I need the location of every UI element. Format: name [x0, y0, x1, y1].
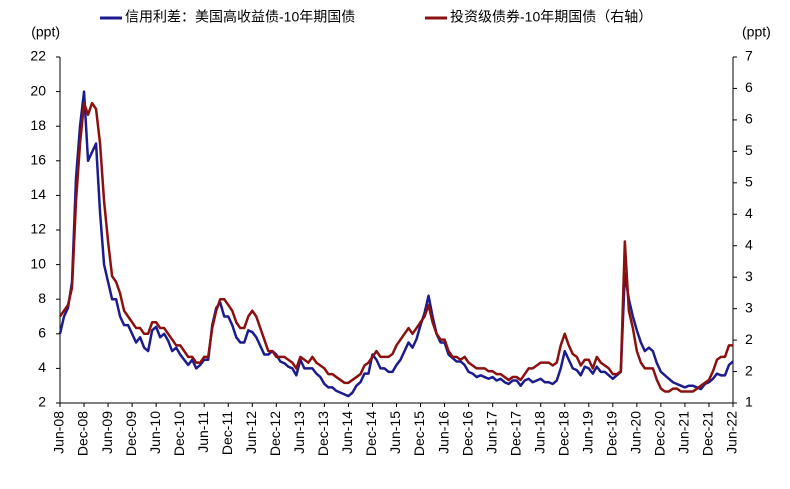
x-tick-label: Jun-15: [387, 411, 403, 454]
x-tick-label: Dec-15: [411, 411, 427, 456]
legend-label: 信用利差：美国高收益债-10年期国债: [125, 9, 355, 25]
y-tick-label: 20: [30, 82, 46, 98]
x-tick-label: Jun-12: [243, 411, 259, 454]
x-tick-label: Jun-22: [724, 411, 740, 454]
x-tick-label: Jun-09: [99, 411, 115, 454]
y2-tick-label: 4: [745, 236, 753, 252]
right-unit: (ppt): [742, 24, 771, 40]
x-tick-label: Jun-14: [339, 411, 355, 454]
x-tick-label: Jun-10: [147, 411, 163, 454]
x-tick-label: Jun-17: [483, 411, 499, 454]
x-tick-label: Jun-08: [51, 411, 67, 454]
x-tick-label: Dec-13: [315, 411, 331, 456]
x-tick-label: Jun-19: [579, 411, 595, 454]
x-tick-label: Jun-13: [291, 411, 307, 454]
y2-tick-label: 6: [745, 111, 753, 127]
y-tick-label: 4: [38, 359, 46, 375]
x-tick-label: Jun-16: [435, 411, 451, 454]
y2-tick-label: 4: [745, 205, 753, 221]
x-tick-label: Jun-20: [628, 411, 644, 454]
series-line: [58, 90, 734, 398]
y-tick-label: 10: [30, 255, 46, 271]
x-tick-label: Dec-19: [604, 411, 620, 456]
x-tick-label: Dec-20: [652, 411, 668, 456]
y2-tick-label: 6: [745, 79, 753, 95]
y2-tick-label: 5: [745, 142, 753, 158]
x-tick-label: Jun-21: [676, 411, 692, 454]
y2-tick-label: 3: [745, 268, 753, 284]
x-tick-label: Dec-10: [171, 411, 187, 456]
y-tick-label: 22: [30, 48, 46, 64]
y2-tick-label: 1: [745, 394, 753, 410]
x-tick-label: Dec-09: [123, 411, 139, 456]
y-tick-label: 14: [30, 186, 46, 202]
legend-label: 投资级债券-10年期国债（右轴）: [450, 9, 652, 25]
x-tick-label: Dec-08: [75, 411, 91, 456]
y-tick-label: 16: [30, 152, 46, 168]
x-tick-label: Dec-12: [267, 411, 283, 456]
y-tick-label: 6: [38, 325, 46, 341]
y2-tick-label: 2: [745, 362, 753, 378]
y-tick-label: 12: [30, 221, 46, 237]
x-tick-label: Dec-18: [555, 411, 571, 456]
x-tick-label: Dec-14: [363, 411, 379, 456]
y2-tick-label: 7: [745, 48, 753, 64]
x-tick-label: Dec-11: [219, 411, 235, 455]
y-tick-label: 18: [30, 117, 46, 133]
x-tick-label: Jun-18: [531, 411, 547, 454]
y2-tick-label: 5: [745, 174, 753, 190]
x-tick-label: Dec-17: [507, 411, 523, 456]
left-unit: (ppt): [31, 24, 60, 40]
x-tick-label: Dec-21: [700, 411, 716, 456]
y2-tick-label: 2: [745, 331, 753, 347]
x-tick-label: Jun-11: [195, 411, 211, 453]
series-line: [58, 101, 733, 393]
y-tick-label: 8: [38, 290, 46, 306]
y-tick-label: 2: [38, 394, 46, 410]
y2-tick-label: 3: [745, 299, 753, 315]
x-tick-label: Dec-16: [459, 411, 475, 456]
